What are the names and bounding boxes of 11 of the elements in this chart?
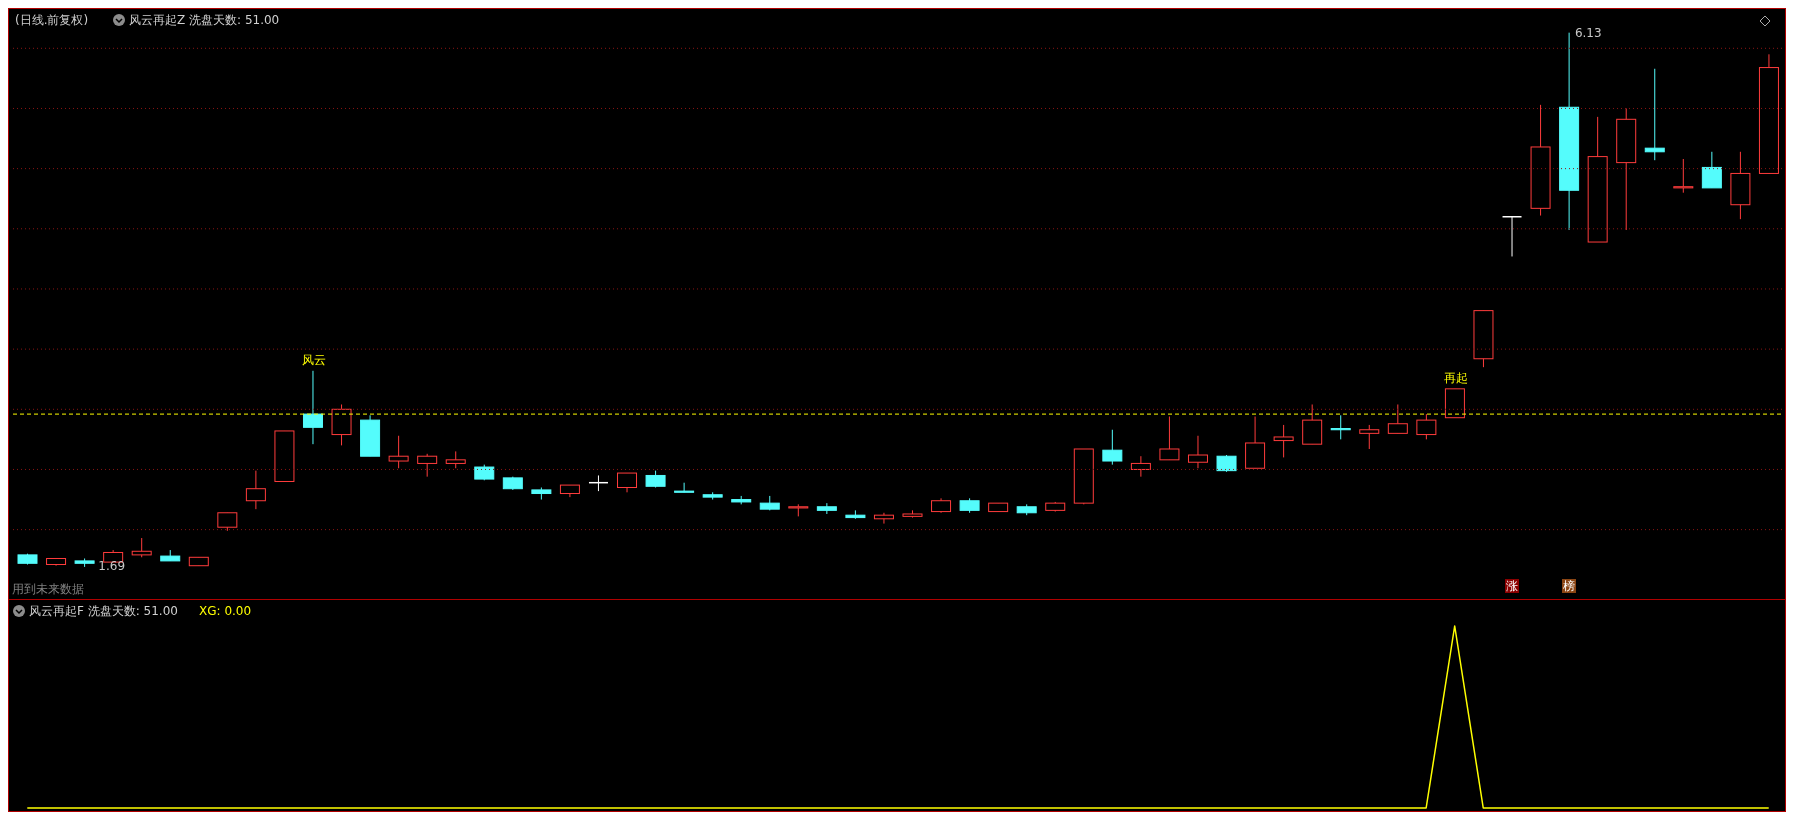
annotation: 用到未来数据 xyxy=(12,582,84,596)
chart-title: 风云再起F 洗盘天数: 51.00 xyxy=(29,604,178,618)
annotation: 涨 xyxy=(1504,579,1519,593)
chart-title: (日线.前复权) xyxy=(15,13,89,27)
annotation: 1.69 xyxy=(98,558,126,573)
chart-subtitle: XG: 0.00 xyxy=(199,604,252,618)
annotation: 风云 xyxy=(301,352,326,367)
annotation: 6.13 xyxy=(1574,25,1602,40)
annotation: 榜 xyxy=(1561,579,1576,593)
annotation: 再起 xyxy=(1443,370,1468,385)
chart-subtitle: 风云再起Z 洗盘天数: 51.00 xyxy=(129,13,280,27)
